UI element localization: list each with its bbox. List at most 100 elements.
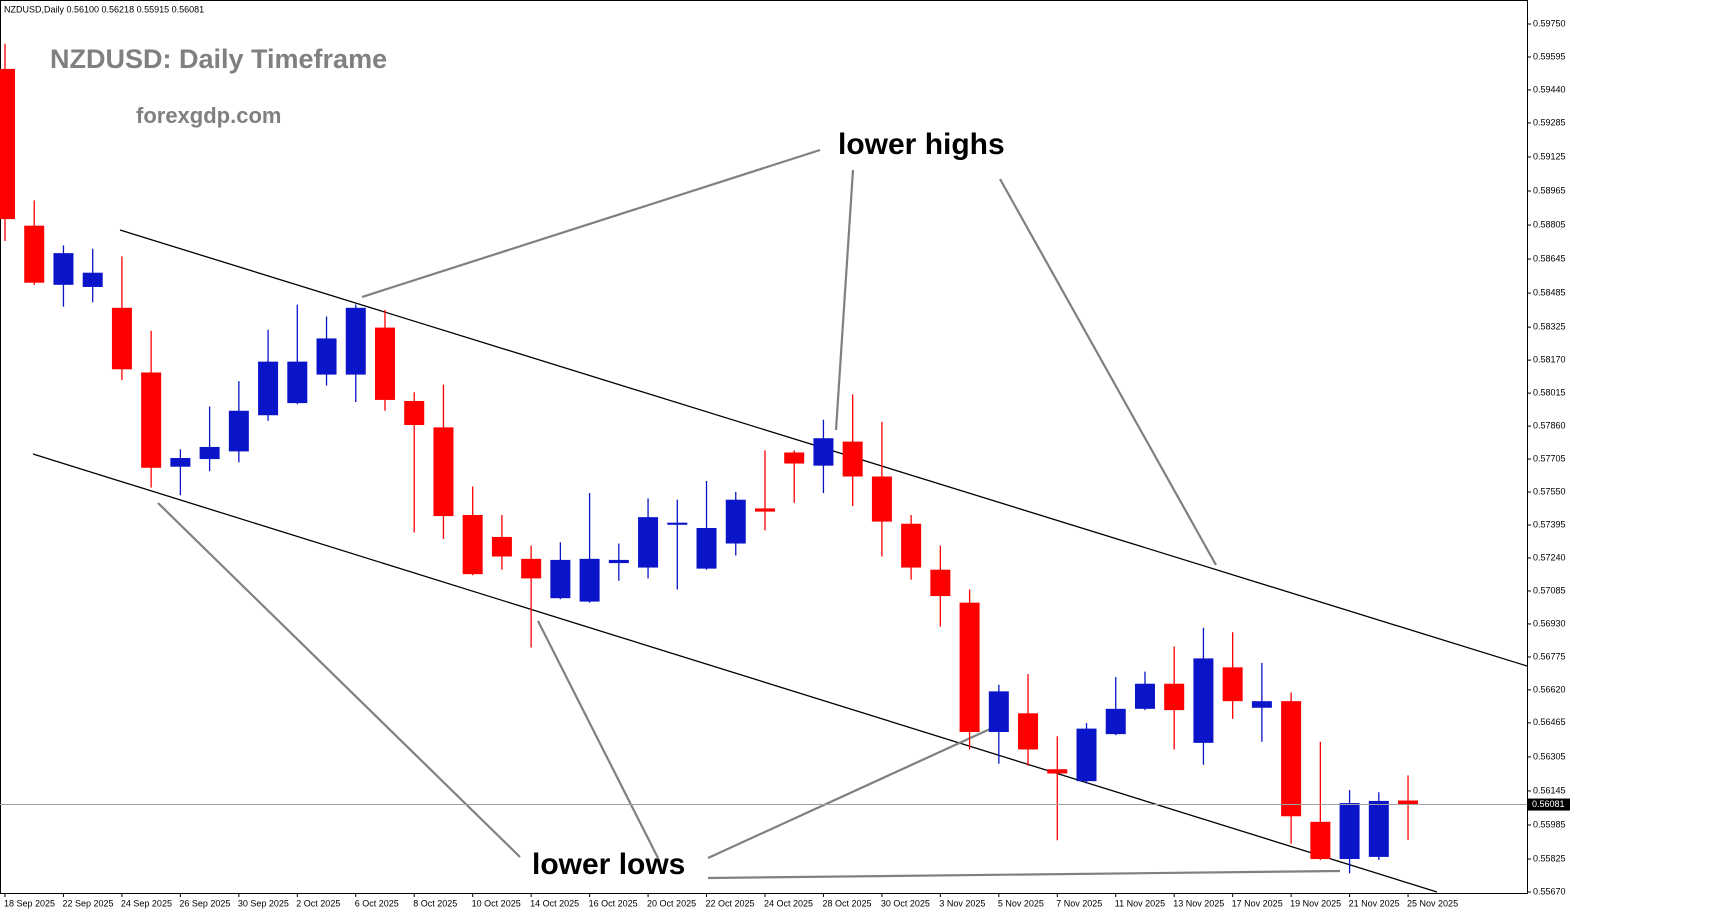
y-tick-label: 0.59285 <box>1533 117 1566 127</box>
candle-body <box>901 523 922 568</box>
candle-body <box>316 338 337 375</box>
candle-body <box>1134 683 1155 709</box>
y-tick-label: 0.58485 <box>1533 287 1566 297</box>
x-tick-label: 16 Oct 2025 <box>589 898 638 908</box>
candle-body <box>491 536 512 557</box>
x-tick-label: 30 Sep 2025 <box>238 898 289 908</box>
candle-body <box>1251 701 1272 708</box>
candle-body <box>462 515 483 575</box>
x-tick-label: 2 Oct 2025 <box>296 898 340 908</box>
candle-body <box>258 361 279 416</box>
x-tick-label: 10 Oct 2025 <box>472 898 521 908</box>
y-tick-label: 0.55985 <box>1533 819 1566 829</box>
x-tick-label: 13 Nov 2025 <box>1173 898 1224 908</box>
x-tick-label: 24 Sep 2025 <box>121 898 172 908</box>
x-tick-label: 7 Nov 2025 <box>1056 898 1102 908</box>
chart-subtitle: forexgdp.com <box>136 103 281 128</box>
candle-body <box>53 253 74 285</box>
candle-body <box>0 68 15 220</box>
x-tick-label: 8 Oct 2025 <box>413 898 457 908</box>
candle-body <box>988 691 1009 733</box>
x-tick-label: 6 Oct 2025 <box>355 898 399 908</box>
candle-body <box>579 558 600 602</box>
candle-body <box>82 272 103 287</box>
x-tick-label: 30 Oct 2025 <box>881 898 930 908</box>
y-tick-label: 0.57860 <box>1533 420 1566 430</box>
candle-body <box>813 438 834 466</box>
candle-body <box>374 327 395 400</box>
candle-body <box>141 372 162 468</box>
y-tick-label: 0.56465 <box>1533 717 1566 727</box>
pointer <box>157 502 521 858</box>
annotation: lower lows <box>532 848 685 881</box>
candle-body <box>199 446 220 460</box>
x-tick-label: 22 Sep 2025 <box>62 898 113 908</box>
x-tick-label: 17 Nov 2025 <box>1232 898 1283 908</box>
y-tick-label: 0.58805 <box>1533 219 1566 229</box>
candle-body <box>667 522 688 525</box>
pointer <box>707 727 991 860</box>
x-tick-label: 24 Oct 2025 <box>764 898 813 908</box>
candle-body <box>754 508 775 512</box>
candle-body <box>959 602 980 733</box>
pointer <box>361 148 821 299</box>
symbol-info: NZDUSD,Daily 0.56100 0.56218 0.55915 0.5… <box>4 4 204 14</box>
x-tick-label: 18 Sep 2025 <box>4 898 55 908</box>
candle-body <box>1164 683 1185 711</box>
annotation-lines <box>157 148 1341 880</box>
candle-body <box>170 458 191 467</box>
price-label: 0.56081 <box>1532 799 1565 809</box>
x-tick-label: 3 Nov 2025 <box>939 898 985 908</box>
y-tick-label: 0.58015 <box>1533 387 1566 397</box>
candle-body <box>521 558 542 579</box>
y-tick-label: 0.56305 <box>1533 751 1566 761</box>
pointer <box>834 169 855 431</box>
y-tick-label: 0.56620 <box>1533 684 1566 694</box>
candle-body <box>1076 728 1097 782</box>
y-tick-label: 0.57705 <box>1533 453 1566 463</box>
y-tick-label: 0.59595 <box>1533 51 1566 61</box>
x-tick-label: 25 Nov 2025 <box>1407 898 1458 908</box>
annotation: lower highs <box>838 128 1005 161</box>
candle-body <box>228 410 249 452</box>
x-tick-label: 19 Nov 2025 <box>1290 898 1341 908</box>
candle-body <box>696 527 717 569</box>
candle-body <box>1047 769 1068 774</box>
candle-body <box>287 361 308 404</box>
candle-body <box>1368 800 1389 857</box>
y-tick-label: 0.56145 <box>1533 785 1566 795</box>
channel-lower <box>32 453 1438 893</box>
y-tick-label: 0.57085 <box>1533 585 1566 595</box>
candle-body <box>1339 803 1360 860</box>
candle-body <box>24 225 45 283</box>
y-tick-label: 0.56930 <box>1533 618 1566 628</box>
y-tick-label: 0.58645 <box>1533 253 1566 263</box>
candle-body <box>784 452 805 464</box>
candle-body <box>404 400 425 426</box>
y-tick-label: 0.58965 <box>1533 185 1566 195</box>
candle-body <box>1398 800 1419 805</box>
y-tick-label: 0.59440 <box>1533 84 1566 94</box>
y-tick-label: 0.58325 <box>1533 322 1566 332</box>
y-tick-label: 0.59125 <box>1533 151 1566 161</box>
candle-body <box>638 517 659 568</box>
candle-body <box>1310 821 1331 860</box>
x-tick-label: 21 Nov 2025 <box>1349 898 1400 908</box>
y-tick-label: 0.55825 <box>1533 853 1566 863</box>
pointer <box>707 869 1341 880</box>
pointer <box>537 620 659 859</box>
candle-body <box>1105 708 1126 735</box>
candle-body <box>725 499 746 544</box>
pointer <box>999 178 1217 566</box>
x-tick-label: 14 Oct 2025 <box>530 898 579 908</box>
price-box <box>1528 798 1570 811</box>
candle-body <box>1193 658 1214 743</box>
candle-body <box>1222 667 1243 702</box>
candle-body <box>111 307 132 370</box>
candle-body <box>1281 701 1302 817</box>
y-tick-label: 0.55670 <box>1533 886 1566 896</box>
y-tick-label: 0.56775 <box>1533 651 1566 661</box>
candle-body <box>345 307 366 375</box>
y-tick-label: 0.57550 <box>1533 486 1566 496</box>
